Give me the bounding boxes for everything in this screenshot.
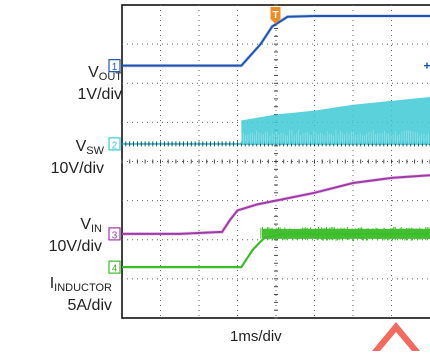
channel-marker-4: 4 <box>108 260 121 275</box>
vout-name-main: V <box>88 64 99 81</box>
iinductor-name-sub: INDUCTOR <box>54 282 112 294</box>
channel-marker-text: 2 <box>112 140 118 151</box>
vout-name-sub: OUT <box>98 71 122 83</box>
traces <box>121 14 430 269</box>
watermark-logo <box>372 322 420 351</box>
vin-name-main: V <box>80 216 91 233</box>
channel-marker-text: 3 <box>112 230 118 241</box>
trigger-marker: T <box>270 7 281 24</box>
channel-marker-box <box>108 227 121 241</box>
channel-marker-box <box>108 59 121 73</box>
vsw-name-main: V <box>75 138 87 155</box>
time-scale-label: 1ms/div <box>230 328 282 345</box>
trace-vsw-envelope <box>241 96 430 144</box>
channel-marker-box <box>108 137 121 151</box>
channel-label-vout: VOUT 1V/div <box>40 64 122 104</box>
trace-ch4-noise-band <box>262 228 430 239</box>
vin-name-sub: IN <box>91 223 102 235</box>
iinductor-name-main: I <box>49 275 55 292</box>
channel-marker-2: 2 <box>108 137 121 151</box>
channel-label-iinductor: IINDUCTOR 5A/div <box>2 275 112 315</box>
channel-label-vsw: VSW 10V/div <box>20 138 104 178</box>
channel-marker-box <box>108 260 121 274</box>
graticule <box>121 4 430 319</box>
channel-marker-3: 3 <box>108 227 121 241</box>
trace-ch3 <box>122 174 430 235</box>
trace-ch1-halo <box>122 14 430 68</box>
channel-marker-text: 4 <box>112 264 118 275</box>
trigger-marker-text: T <box>272 10 278 21</box>
iinductor-scale: 5A/div <box>67 297 112 314</box>
channel-marker-1: 1 <box>108 59 121 73</box>
trace-ch3-halo <box>122 173 430 236</box>
vsw-scale: 10V/div <box>50 160 104 177</box>
channel-markers: 1 2 3 4 T <box>108 7 430 275</box>
trace-ch1 <box>122 14 430 67</box>
vsw-name-sub: SW <box>86 145 104 157</box>
channel-marker-text: 1 <box>112 62 118 73</box>
vin-scale: 10V/div <box>48 238 102 255</box>
trigger-marker-shape <box>270 7 281 24</box>
channel-label-vin: VIN 10V/div <box>20 216 102 256</box>
vout-scale: 1V/div <box>77 86 122 103</box>
